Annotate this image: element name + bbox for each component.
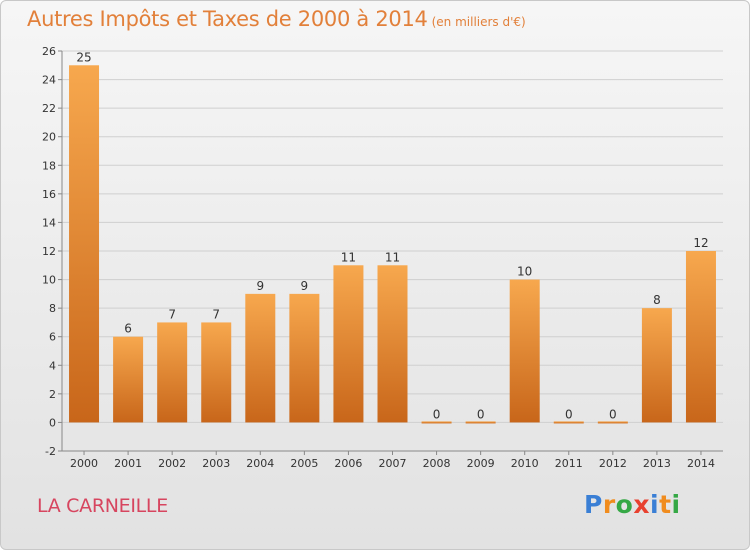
bar bbox=[465, 421, 496, 424]
y-tick-label: 22 bbox=[42, 102, 56, 115]
logo-letter: t bbox=[659, 490, 672, 519]
bar-value-label: 0 bbox=[565, 407, 573, 421]
proxiti-logo: Proxiti bbox=[584, 490, 681, 519]
location-label: LA CARNEILLE bbox=[37, 495, 168, 517]
bar bbox=[333, 265, 364, 423]
bar-value-label: 7 bbox=[168, 307, 176, 321]
bar-value-label: 11 bbox=[385, 250, 400, 264]
y-tick-label: 0 bbox=[49, 416, 56, 429]
bar-value-label: 0 bbox=[609, 407, 617, 421]
y-tick-label: 18 bbox=[42, 159, 56, 172]
y-tick-label: 10 bbox=[42, 274, 56, 287]
bar bbox=[113, 336, 144, 423]
chart-title: Autres Impôts et Taxes de 2000 à 2014 (en… bbox=[27, 7, 526, 31]
bar bbox=[597, 421, 628, 424]
y-tick-label: 16 bbox=[42, 188, 56, 201]
bar-value-label: 0 bbox=[433, 407, 441, 421]
x-tick-label: 2003 bbox=[202, 457, 230, 470]
x-tick-label: 2002 bbox=[158, 457, 186, 470]
x-tick-label: 2009 bbox=[467, 457, 495, 470]
y-tick-label: 20 bbox=[42, 131, 56, 144]
bar bbox=[641, 308, 672, 423]
bar bbox=[421, 421, 452, 424]
bar bbox=[157, 322, 188, 423]
x-tick-label: 2005 bbox=[290, 457, 318, 470]
bar-value-label: 12 bbox=[693, 236, 708, 250]
y-tick-label: 26 bbox=[42, 45, 56, 58]
logo-letter: i bbox=[671, 490, 681, 519]
bar-value-label: 25 bbox=[76, 50, 91, 64]
x-tick-label: 2014 bbox=[687, 457, 715, 470]
bar bbox=[201, 322, 232, 423]
logo-letter: x bbox=[633, 490, 650, 519]
y-tick-label: 6 bbox=[49, 331, 56, 344]
x-tick-label: 2006 bbox=[334, 457, 362, 470]
bar bbox=[685, 251, 716, 423]
y-tick-label: 4 bbox=[49, 359, 56, 372]
bar bbox=[377, 265, 408, 423]
y-tick-label: 14 bbox=[42, 216, 56, 229]
bar-value-label: 9 bbox=[301, 279, 309, 293]
x-tick-label: 2011 bbox=[555, 457, 583, 470]
bar-value-label: 6 bbox=[124, 322, 132, 336]
y-tick-label: -2 bbox=[45, 445, 56, 458]
x-tick-label: 2010 bbox=[511, 457, 539, 470]
logo-letter: P bbox=[584, 490, 603, 519]
chart-subtitle: (en milliers d'€) bbox=[431, 15, 526, 29]
x-tick-label: 2013 bbox=[643, 457, 671, 470]
x-tick-label: 2008 bbox=[423, 457, 451, 470]
y-tick-label: 8 bbox=[49, 302, 56, 315]
bar bbox=[553, 421, 584, 424]
y-tick-label: 2 bbox=[49, 388, 56, 401]
chart-title-text: Autres Impôts et Taxes de 2000 à 2014 bbox=[27, 7, 428, 31]
logo-letter: r bbox=[602, 490, 616, 519]
bar-value-label: 8 bbox=[653, 293, 661, 307]
y-tick-label: 24 bbox=[42, 74, 56, 87]
bar bbox=[69, 65, 100, 423]
x-tick-label: 2000 bbox=[70, 457, 98, 470]
logo-letter: o bbox=[615, 490, 634, 519]
x-tick-label: 2004 bbox=[246, 457, 274, 470]
bar-value-label: 9 bbox=[256, 279, 264, 293]
x-tick-label: 2007 bbox=[379, 457, 407, 470]
bar-value-label: 0 bbox=[477, 407, 485, 421]
y-tick-label: 12 bbox=[42, 245, 56, 258]
bar bbox=[245, 293, 276, 423]
x-tick-label: 2001 bbox=[114, 457, 142, 470]
bar-value-label: 11 bbox=[341, 250, 356, 264]
x-tick-label: 2012 bbox=[599, 457, 627, 470]
logo-letter: i bbox=[650, 490, 660, 519]
bar-value-label: 7 bbox=[212, 307, 220, 321]
bar bbox=[289, 293, 320, 423]
bar bbox=[509, 279, 540, 423]
bar-value-label: 10 bbox=[517, 265, 532, 279]
